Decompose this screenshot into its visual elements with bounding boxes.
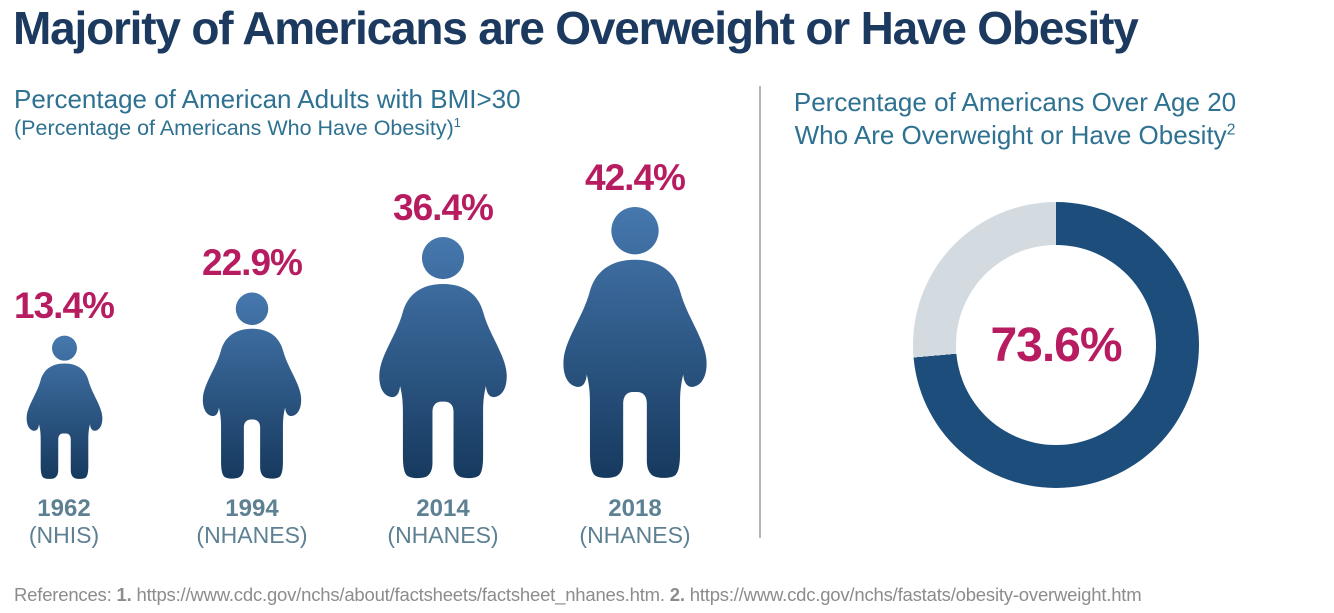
percentage-label: 36.4%	[393, 187, 494, 228]
figure-column-1962: 13.4% 1962 (NHIS)	[0, 285, 159, 548]
source-label: (NHANES)	[579, 522, 691, 548]
panel-divider	[759, 86, 761, 538]
left-heading-line2: (Percentage of Americans Who Have Obesit…	[14, 114, 461, 140]
source-label: (NHIS)	[28, 522, 100, 548]
year-label: 2018	[608, 495, 662, 522]
source-label: (NHANES)	[196, 522, 308, 548]
figure-body	[563, 259, 707, 478]
figure-column-2014: 36.4% 2014 (NHANES)	[348, 187, 538, 548]
reference-1-number: 1.	[116, 584, 132, 605]
right-panel-heading: Percentage of Americans Over Age 20 Who …	[765, 86, 1265, 152]
percentage-label: 42.4%	[585, 157, 686, 198]
year-label: 2014	[416, 495, 470, 522]
donut-value-label: 73.6%	[990, 318, 1122, 372]
right-heading-line1: Percentage of Americans Over Age 20	[793, 87, 1237, 117]
figure-body	[26, 363, 102, 479]
footnote-marker-2: 2	[1226, 121, 1236, 139]
person-figure-icon	[26, 335, 102, 479]
person-figure-icon	[202, 292, 302, 479]
figure-column-1994: 22.9% 1994 (NHANES)	[157, 242, 347, 548]
person-figure-icon	[379, 237, 507, 479]
figure-head	[421, 237, 465, 280]
percentage-label: 22.9%	[202, 242, 303, 283]
percentage-label: 13.4%	[14, 285, 115, 326]
references-line: References: 1. https://www.cdc.gov/nchs/…	[14, 584, 1329, 606]
person-figure-icon	[563, 207, 707, 478]
year-label: 1962	[37, 495, 91, 522]
left-panel-heading: Percentage of American Adults with BMI>3…	[14, 84, 521, 141]
page-title: Majority of Americans are Overweight or …	[13, 2, 1139, 54]
figure-column-2018: 42.4% 2018 (NHANES)	[540, 157, 730, 548]
reference-1-url: https://www.cdc.gov/nchs/about/factsheet…	[136, 584, 665, 605]
year-label: 1994	[225, 495, 279, 522]
reference-2-url: https://www.cdc.gov/nchs/fastats/obesity…	[689, 584, 1142, 605]
source-label: (NHANES)	[387, 522, 499, 548]
footnote-marker-1: 1	[453, 114, 461, 130]
figure-body	[379, 283, 507, 479]
pictogram-series: 13.4% 1962 (NHIS) 22.9% 1994 (NHANES) 36…	[0, 157, 730, 548]
figure-head	[235, 292, 269, 325]
references-label: References:	[14, 584, 112, 605]
reference-2-number: 2.	[669, 584, 685, 605]
right-heading-line2: Who Are Overweight or Have Obesity2	[794, 120, 1236, 150]
left-heading-line1: Percentage of American Adults with BMI>3…	[14, 84, 521, 114]
figure-head	[611, 207, 659, 255]
figure-body	[202, 328, 302, 479]
figure-head	[51, 335, 77, 361]
donut-chart: 73.6%	[913, 202, 1199, 488]
